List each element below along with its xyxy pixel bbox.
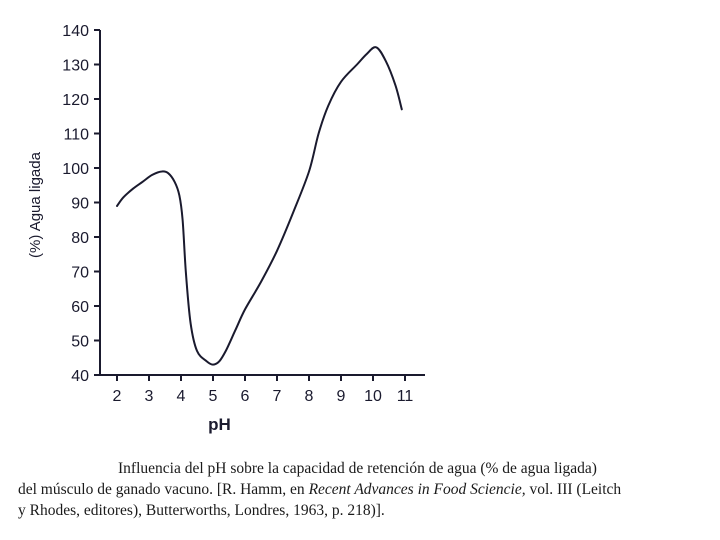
x-tick-label: 2 [113,388,122,405]
figure-caption: Influencia del pH sobre la capacidad de … [18,458,710,521]
y-tick-label: 110 [63,127,89,144]
x-tick-label: 4 [177,388,186,405]
caption-line-2-pre: del músculo de ganado vacuno. [R. Hamm, … [18,481,309,498]
y-tick-label: 60 [71,299,89,316]
x-tick-label: 9 [337,388,346,405]
y-axis-label: (%) Agua ligada [27,151,44,258]
x-tick-label: 11 [397,388,414,405]
y-axis: 40 50 60 70 80 90 100 110 120 130 140 [62,23,101,385]
x-tick-label: 10 [364,388,382,405]
x-tick-label: 8 [305,388,314,405]
chart: 40 50 60 70 80 90 100 110 120 130 140 2 3 4 5 6 7 8 9 10 11… [27,23,425,434]
caption-line-2-post: vol. III (Leitch [525,481,622,498]
x-tick-label: 7 [273,388,282,405]
series-line-agua-ligada [116,46,403,366]
x-tick-label: 3 [145,388,154,405]
y-tick-label: 80 [71,230,89,247]
y-tick-label: 120 [62,92,89,109]
y-tick-label: 50 [71,334,89,351]
y-tick-label: 90 [71,196,89,213]
x-tick-label: 6 [241,388,250,405]
y-tick-label: 40 [71,368,89,385]
caption-line-2-italic: Recent Advances in Food Sciencie, [308,481,526,498]
y-tick-label: 130 [62,58,89,75]
y-tick-label: 70 [71,265,89,282]
caption-line-3: y Rhodes, editores), Butterworths, Londr… [18,502,385,519]
x-axis-label: pH [208,415,231,434]
caption-line-1: Influencia del pH sobre la capacidad de … [118,460,597,477]
y-tick-label: 100 [62,161,89,178]
x-axis: 2 3 4 5 6 7 8 9 10 11 [100,374,425,405]
y-tick-label: 140 [62,23,89,40]
x-tick-label: 5 [209,388,218,405]
